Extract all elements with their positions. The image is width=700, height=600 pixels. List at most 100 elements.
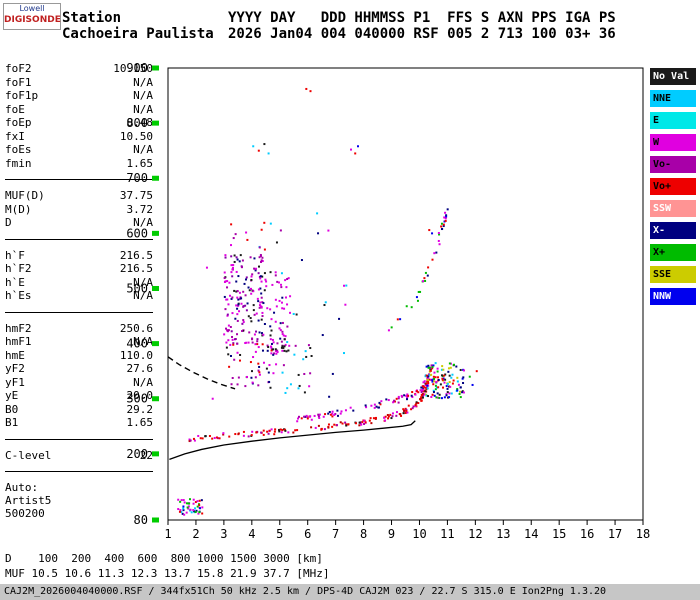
cusp-cluster — [440, 397, 443, 400]
f-trace-upper — [393, 399, 396, 402]
sporadic-e-cluster — [182, 509, 185, 512]
cusp-cluster — [430, 373, 433, 376]
spread-f-right — [274, 350, 277, 353]
param-row: M(D) 3.72 — [5, 203, 153, 217]
spread-f-right — [260, 318, 263, 321]
spread-f-core — [230, 255, 233, 258]
param-row: D N/A — [5, 216, 153, 230]
f-trace-upper — [328, 410, 331, 413]
spread-f-core — [232, 266, 235, 269]
param-label: foEp — [5, 116, 32, 129]
cusp-cluster — [433, 394, 436, 397]
sporadic-e-cluster — [180, 510, 183, 513]
sporadic-e-cluster — [197, 512, 200, 515]
spread-f-right — [287, 277, 290, 280]
spread-f-core — [230, 264, 233, 267]
f-trace-main — [281, 429, 284, 432]
cusp-cluster — [448, 362, 451, 365]
param-value: 216.5 — [119, 248, 153, 262]
echo-direction-legend: No Val NNE E W Vo- Vo+ SSW X- X+ SSE NNW — [650, 68, 696, 310]
spread-f-core — [248, 289, 251, 292]
spread-f-core — [244, 294, 247, 297]
spread-f-lower — [228, 365, 231, 368]
second-hop — [437, 231, 440, 234]
f-trace-main — [405, 408, 408, 411]
param-label: C-level — [5, 448, 52, 462]
spread-f-core — [258, 306, 261, 309]
x-tick-label: 15 — [552, 527, 566, 541]
param-row: foEp 0.48 — [5, 116, 153, 130]
cusp-cluster — [449, 362, 452, 365]
spread-f-right — [274, 320, 277, 323]
param-value: 27.6 — [126, 362, 154, 375]
param-value: 10.50 — [119, 129, 153, 143]
cusp-cluster — [428, 370, 431, 373]
status-text: CAJ2M_2026004040000.RSF / 344fx51Ch 50 k… — [4, 586, 607, 597]
f-trace-main — [188, 440, 191, 443]
spread-f-core — [249, 256, 252, 259]
spread-f-core — [253, 333, 256, 336]
spread-f-east — [309, 372, 312, 375]
cusp-cluster — [450, 392, 453, 395]
spread-f-lower — [270, 342, 273, 345]
cusp-cluster — [432, 383, 435, 386]
spread-f-core — [259, 253, 262, 256]
f-trace-main — [310, 426, 313, 429]
f-trace-main — [404, 407, 407, 410]
spread-f-right — [270, 346, 273, 349]
f-trace-main — [215, 436, 218, 439]
spread-f-core — [235, 304, 238, 307]
spread-f-core — [233, 254, 236, 257]
f-trace-main — [266, 430, 269, 433]
cusp-cluster — [449, 385, 452, 388]
spread-f-core — [223, 333, 226, 336]
spread-f-right — [274, 298, 277, 301]
cusp-cluster — [424, 390, 427, 393]
f-trace-main — [361, 421, 364, 424]
y-axis-tick — [152, 65, 159, 71]
spread-f-core — [231, 268, 234, 271]
cusp-cluster — [435, 386, 438, 389]
f-trace-upper — [377, 406, 380, 409]
spread-f-top — [263, 221, 266, 224]
spread-f-lower — [244, 342, 247, 345]
spread-f-lower — [270, 349, 273, 352]
second-hop — [396, 318, 399, 321]
isolated-echoes — [343, 284, 346, 287]
f-trace-main — [402, 412, 405, 415]
spread-f-core — [259, 287, 262, 290]
second-hop — [443, 216, 446, 219]
spread-f-core — [256, 297, 259, 300]
sporadic-e-cluster — [182, 505, 185, 508]
spread-f-right — [262, 302, 265, 305]
f-trace-main — [242, 430, 245, 433]
cusp-cluster — [426, 378, 429, 381]
y-axis-tick — [152, 451, 159, 457]
f-trace-main — [211, 437, 214, 440]
spread-f-right — [263, 323, 266, 326]
f-trace-main — [287, 431, 290, 434]
f-trace-main — [420, 399, 423, 402]
legend-item-vo+: Vo+ — [650, 178, 696, 195]
isolated-echoes — [323, 304, 326, 307]
f-trace-upper — [417, 391, 420, 394]
f-trace-upper — [317, 413, 320, 416]
f-trace-main — [395, 411, 398, 414]
spread-f-lower — [252, 356, 255, 359]
spread-f-right — [281, 333, 284, 336]
spread-f-core — [252, 304, 255, 307]
f-trace-main — [234, 433, 237, 436]
spread-f-lower — [256, 343, 259, 346]
f-trace-main — [279, 428, 282, 431]
f-trace-upper — [331, 410, 334, 413]
sporadic-e-cluster — [190, 511, 193, 514]
f-trace-upper — [387, 399, 390, 402]
spread-f-right — [280, 283, 283, 286]
f-trace-upper — [380, 400, 383, 403]
f-trace-upper — [365, 406, 368, 409]
param-value: N/A — [133, 143, 153, 156]
f-trace-main — [251, 430, 254, 433]
f-trace-main — [406, 411, 409, 414]
f-trace-main — [280, 431, 283, 434]
header-columns: YYYY DAY DDD HHMMSS P1 FFS S AXN PPS IGA… — [228, 10, 616, 26]
